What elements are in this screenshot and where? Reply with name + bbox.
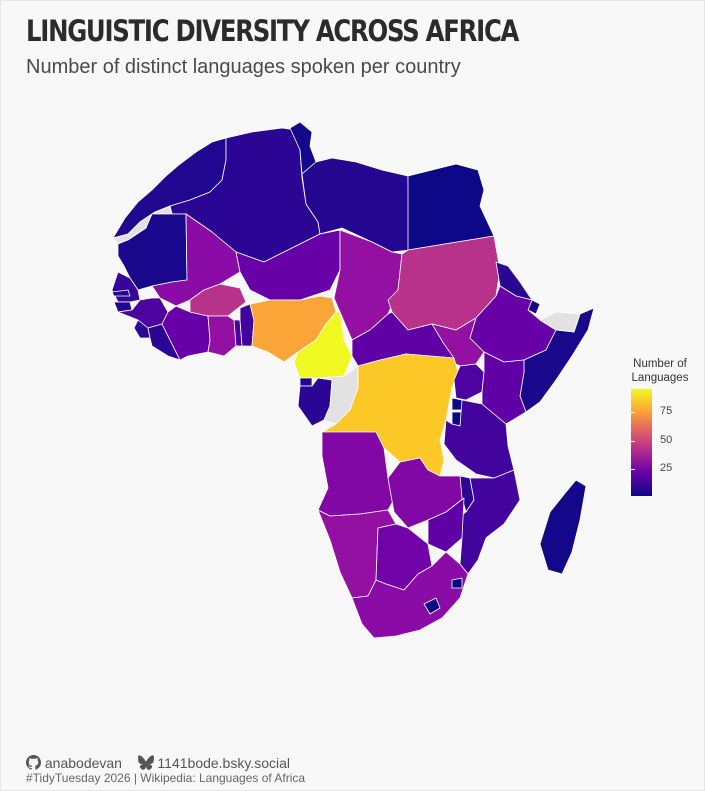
legend-label-50: 50 bbox=[660, 434, 673, 446]
country-uganda bbox=[453, 363, 485, 401]
country-kenya bbox=[481, 351, 527, 425]
legend-colorbar bbox=[631, 389, 652, 496]
legend-title-line2: Languages bbox=[631, 372, 689, 384]
legend-title: Number of Languages bbox=[622, 357, 698, 385]
country-rwanda bbox=[451, 397, 463, 411]
page-subtitle: Number of distinct languages spoken per … bbox=[26, 56, 461, 78]
country-sierra-leone bbox=[133, 319, 151, 339]
legend-tick-50 bbox=[652, 441, 656, 442]
legend-tick-25 bbox=[652, 469, 656, 470]
country-tunisia bbox=[289, 121, 317, 175]
country-somaliland bbox=[539, 311, 581, 333]
legend-tick-75-left bbox=[631, 412, 635, 413]
country-tanzania bbox=[443, 399, 515, 479]
country-south-africa bbox=[351, 551, 469, 639]
country-madagascar bbox=[539, 479, 587, 575]
country-libya bbox=[301, 157, 411, 253]
country-equatorial-guinea bbox=[299, 377, 313, 387]
country-burkina-faso bbox=[189, 283, 247, 317]
legend-tick-75 bbox=[652, 412, 656, 413]
country-ghana bbox=[207, 315, 237, 357]
country-mozambique bbox=[455, 469, 521, 575]
country-eswatini bbox=[451, 577, 463, 589]
country-zimbabwe bbox=[427, 497, 465, 553]
legend-label-25: 25 bbox=[660, 462, 673, 474]
legend-title-line1: Number of bbox=[633, 358, 687, 370]
country-niger bbox=[235, 229, 341, 301]
page-title: LINGUISTIC DIVERSITY ACROSS AFRICA bbox=[26, 14, 519, 48]
butterfly-icon bbox=[137, 755, 154, 773]
country-egypt bbox=[407, 163, 495, 251]
legend-tick-25-left bbox=[631, 469, 635, 470]
legend-tick-50-left bbox=[631, 441, 635, 442]
caption-social: anabodevan 1141bode.bsky.social bbox=[26, 755, 290, 773]
bluesky-handle: 1141bode.bsky.social bbox=[157, 755, 290, 771]
legend-label-75: 75 bbox=[660, 405, 673, 417]
country-gambia bbox=[111, 289, 131, 297]
github-icon bbox=[26, 755, 42, 773]
caption-source: #TidyTuesday 2026 | Wikipedia: Languages… bbox=[26, 771, 306, 785]
country-lesotho bbox=[423, 597, 441, 615]
github-handle: anabodevan bbox=[44, 755, 122, 771]
